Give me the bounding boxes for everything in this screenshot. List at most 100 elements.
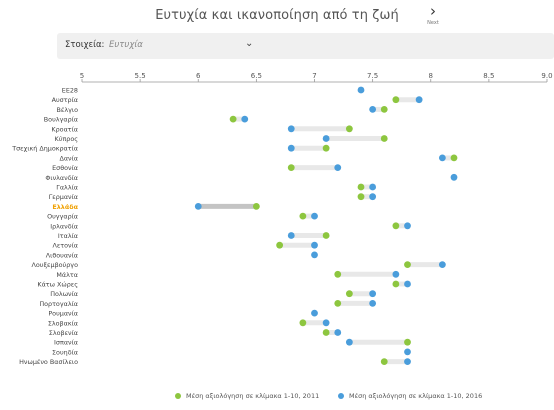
dot-2011 — [276, 241, 284, 249]
category-label: Ιρλανδία — [50, 222, 78, 230]
category-label: Γαλλία — [56, 184, 78, 192]
x-tick-label: 6.5 — [251, 72, 262, 80]
dot-2016 — [369, 290, 377, 298]
dot-2016 — [450, 173, 458, 181]
dot-2016 — [369, 183, 377, 191]
category-label: Σουηδία — [52, 348, 78, 356]
dot-2016 — [311, 251, 318, 259]
category-label: Σλοβενία — [49, 329, 78, 337]
dot-2011 — [322, 232, 330, 239]
dot-2011 — [404, 338, 411, 346]
dot-2016 — [194, 203, 202, 210]
next-label: Next — [427, 20, 439, 26]
filter-bar: Στοιχεία: Ευτυχία ⌄ — [57, 33, 554, 59]
dot-2011 — [287, 164, 295, 171]
dot-2011 — [392, 96, 400, 104]
category-label: Ηνωμένο Βασίλειο — [19, 358, 78, 366]
next-button[interactable]: › Next — [418, 4, 448, 30]
category-label: Ελλάδα — [52, 203, 78, 211]
category-label: Μάλτα — [56, 271, 78, 279]
x-tick-label: 8 — [429, 72, 433, 80]
x-tick-label: 5 — [80, 72, 84, 80]
dot-2016 — [311, 309, 318, 317]
dot-2011 — [392, 222, 400, 230]
category-label: Γερμανία — [49, 193, 78, 201]
category-label: Τσεχική Δημοκρατία — [11, 145, 78, 153]
page-title: Ευτυχία και ικανοποίηση από τη ζωή — [155, 8, 399, 23]
category-label: Πολωνία — [50, 290, 78, 298]
dot-2011 — [380, 106, 388, 113]
dot-2016 — [357, 86, 365, 94]
dot-2011 — [334, 300, 342, 307]
category-label: Ουγγαρία — [47, 213, 78, 221]
dot-2011 — [345, 125, 353, 133]
x-tick-label: 7.5 — [367, 72, 378, 80]
dot-2016 — [369, 300, 377, 307]
category-label: Λιθουανία — [46, 251, 78, 259]
category-label: Κάτω Χώρες — [37, 281, 78, 289]
legend-swatch-2016 — [338, 393, 344, 399]
category-label: Λετονία — [52, 242, 78, 250]
legend-label-2011: Μέση αξιολόγηση σε κλίμακα 1-10, 2011 — [186, 392, 320, 400]
x-tick-label: 9.0 — [541, 72, 552, 80]
legend-label-2016: Μέση αξιολόγηση σε κλίμακα 1-10, 2016 — [349, 392, 483, 400]
dot-2016 — [438, 154, 446, 162]
dot-2016 — [322, 135, 330, 142]
dot-2016 — [404, 280, 411, 288]
dot-2011 — [299, 319, 307, 327]
category-label: Βέλγιο — [57, 106, 79, 114]
category-label: Αυστρία — [52, 96, 78, 104]
dot-2011 — [345, 290, 353, 298]
dot-2011 — [357, 183, 365, 191]
category-label: ΕΕ28 — [62, 87, 78, 95]
dot-2011 — [450, 154, 458, 162]
dot-2016 — [404, 348, 411, 356]
dot-2016 — [311, 241, 318, 249]
dot-2016 — [334, 329, 342, 336]
category-label: Ιταλία — [58, 232, 78, 240]
dot-2016 — [369, 193, 377, 201]
filter-label: Στοιχεία: — [65, 40, 105, 50]
dot-2011 — [380, 358, 388, 365]
x-tick-label: 5.5 — [135, 72, 146, 80]
chevron-right-icon: › — [430, 2, 436, 20]
dot-2011 — [252, 203, 260, 210]
dot-2016 — [345, 338, 353, 346]
legend-item-2011: Μέση αξιολόγηση σε κλίμακα 1-10, 2011 — [175, 392, 319, 400]
dot-2011 — [392, 280, 400, 288]
legend: Μέση αξιολόγηση σε κλίμακα 1-10, 2011 Μέ… — [0, 392, 554, 406]
dot-2016 — [287, 232, 295, 239]
chevron-down-icon[interactable]: ⌄ — [245, 38, 254, 49]
dot-2011 — [334, 270, 342, 278]
category-label: Κύπρος — [55, 135, 79, 143]
category-label: Πορτογαλία — [39, 300, 78, 308]
dot-2016 — [438, 261, 446, 268]
category-label: Λουξεμβούργο — [32, 261, 79, 269]
x-tick-label: 6 — [196, 72, 201, 80]
category-label: Βουλγαρία — [44, 116, 78, 124]
x-tick-label: 8.5 — [483, 72, 494, 80]
dot-2016 — [287, 125, 295, 133]
category-label: Εσθονία — [52, 164, 78, 172]
legend-item-2016: Μέση αξιολόγηση σε κλίμακα 1-10, 2016 — [338, 392, 482, 400]
dot-2011 — [357, 193, 365, 201]
dot-2016 — [392, 270, 400, 278]
filter-select[interactable]: Ευτυχία — [109, 40, 143, 50]
dot-2011 — [229, 115, 237, 123]
dot-2016 — [404, 358, 411, 365]
dot-2016 — [322, 319, 330, 327]
category-label: Σλοβακία — [48, 319, 78, 327]
dot-2011 — [322, 329, 330, 336]
category-label: Φινλανδία — [45, 174, 78, 182]
dot-2011 — [322, 144, 330, 152]
dot-2016 — [334, 164, 342, 171]
dot-2016 — [415, 96, 423, 104]
dot-2016 — [369, 106, 377, 113]
category-label: Ρουμανία — [48, 310, 78, 318]
dot-2016 — [287, 144, 295, 152]
category-label: Δανία — [59, 154, 78, 162]
dot-2016 — [241, 115, 249, 123]
category-label: Ισπανία — [54, 339, 78, 347]
legend-swatch-2011 — [175, 393, 181, 399]
x-tick-label: 7 — [312, 72, 316, 80]
